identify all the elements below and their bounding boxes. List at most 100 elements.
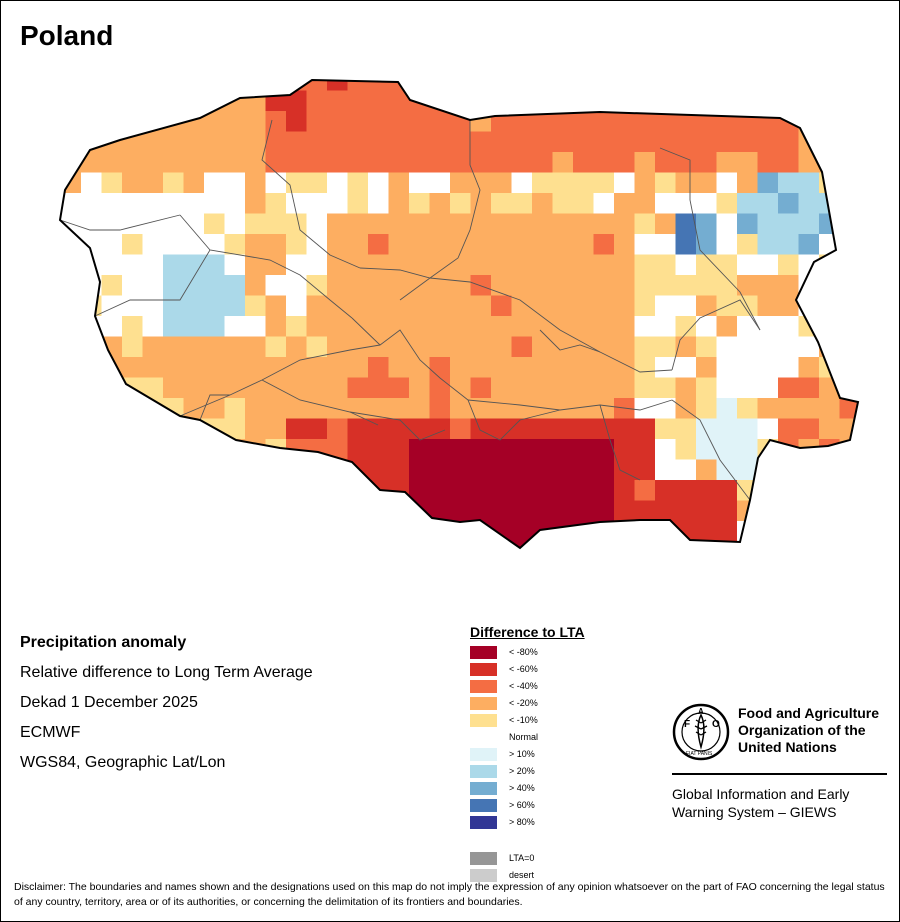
grid-cell	[593, 131, 615, 153]
grid-cell	[470, 398, 492, 420]
grid-cell	[388, 90, 410, 112]
grid-cell	[470, 131, 492, 153]
grid-cell	[306, 111, 328, 133]
grid-cell	[409, 500, 431, 522]
grid-cell	[634, 521, 656, 543]
grid-cell	[245, 90, 267, 112]
grid-cell	[778, 418, 800, 440]
grid-cell	[860, 234, 881, 255]
grid-cell	[470, 193, 492, 215]
grid-cell	[101, 418, 123, 440]
grid-cell	[511, 234, 533, 256]
grid-cell	[101, 90, 123, 112]
grid-cell	[429, 213, 451, 235]
grid-cell	[470, 80, 492, 92]
legend-row: > 20%	[470, 763, 585, 780]
grid-cell	[573, 111, 595, 133]
grid-cell	[450, 131, 472, 153]
grid-cell	[368, 316, 390, 338]
grid-cell	[532, 398, 554, 420]
grid-cell	[245, 398, 267, 420]
grid-cell	[634, 377, 656, 399]
grid-cell	[101, 193, 123, 215]
grid-cell	[798, 398, 820, 420]
grid-cell	[204, 275, 226, 297]
giews-line2: Warning System – GIEWS	[672, 804, 837, 820]
grid-cell	[655, 234, 677, 256]
grid-cell	[286, 377, 308, 399]
grid-cell	[347, 316, 369, 338]
legend-label: < -40%	[509, 681, 538, 691]
grid-cell	[122, 336, 144, 358]
grid-cell	[675, 254, 697, 276]
grid-cell	[81, 480, 103, 502]
grid-cell	[183, 131, 205, 153]
grid-cell	[429, 80, 451, 92]
grid-cell	[839, 213, 858, 235]
grid-cell	[429, 521, 451, 543]
grid-cell	[388, 193, 410, 215]
grid-cell	[839, 131, 858, 153]
grid-cell	[511, 377, 533, 399]
grid-cell	[347, 90, 369, 112]
grid-cell	[593, 234, 615, 256]
legend-swatch	[470, 816, 497, 829]
grid-cell	[737, 439, 759, 461]
grid-cell	[798, 131, 820, 153]
grid-cell	[224, 254, 246, 276]
grid-cell	[573, 439, 595, 461]
grid-cell	[306, 275, 328, 297]
grid-cell	[532, 500, 554, 522]
legend-label: < -80%	[509, 647, 538, 657]
grid-cell	[409, 152, 431, 174]
grid-cell	[60, 439, 82, 461]
grid-cell	[286, 521, 308, 543]
grid-cell	[101, 111, 123, 133]
grid-cell	[450, 193, 472, 215]
grid-cell	[634, 111, 656, 133]
grid-cell	[450, 459, 472, 481]
grid-cell	[737, 316, 759, 338]
grid-cell	[60, 80, 62, 92]
grid-cell	[101, 500, 123, 522]
grid-cell	[429, 172, 451, 194]
grid-cell	[122, 439, 144, 461]
grid-cell	[819, 357, 841, 379]
grid-cell	[286, 275, 308, 297]
grid-cell	[696, 295, 718, 317]
grid-cell	[675, 275, 697, 297]
grid-cell	[224, 80, 246, 92]
grid-cell	[839, 295, 858, 317]
grid-cell	[388, 254, 410, 276]
grid-cell	[286, 316, 308, 338]
grid-cell	[778, 541, 800, 548]
grid-cell	[552, 90, 574, 112]
grid-cell	[593, 480, 615, 502]
grid-cell	[778, 275, 800, 297]
grid-cell	[81, 172, 103, 194]
grid-cell	[368, 234, 390, 256]
grid-cell	[163, 234, 185, 256]
grid-cell	[429, 275, 451, 297]
grid-cell	[368, 254, 390, 276]
grid-cell	[593, 521, 615, 543]
grid-cell	[593, 398, 615, 420]
grid-cell	[737, 459, 759, 481]
grid-cell	[347, 480, 369, 502]
grid-cell	[306, 500, 328, 522]
grid-cell	[142, 336, 164, 358]
grid-cell	[716, 111, 738, 133]
grid-cell	[532, 131, 554, 153]
grid-cell	[757, 213, 779, 235]
grid-cell	[552, 480, 574, 502]
grid-cell	[798, 295, 820, 317]
grid-cell	[655, 480, 677, 502]
grid-cell	[778, 500, 800, 522]
grid-cell	[388, 152, 410, 174]
grid-cell	[675, 172, 697, 194]
grid-cell	[552, 152, 574, 174]
grid-cell	[675, 193, 697, 215]
grid-cell	[101, 541, 123, 548]
grid-cell	[368, 193, 390, 215]
grid-cell	[532, 90, 554, 112]
